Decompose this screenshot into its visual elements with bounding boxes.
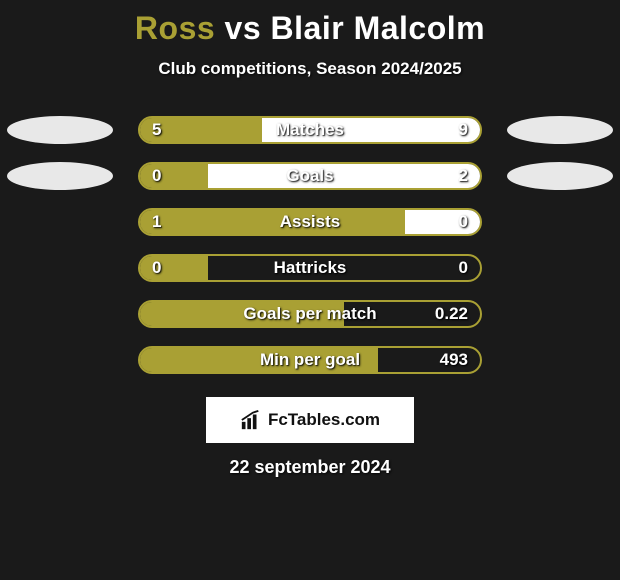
bar-left-fill xyxy=(140,164,208,188)
stat-row: Min per goal493 xyxy=(0,337,620,383)
player1-name: Ross xyxy=(135,10,215,46)
stat-row: Matches59 xyxy=(0,107,620,153)
stat-bar: Hattricks00 xyxy=(138,254,482,282)
player2-badge xyxy=(507,116,613,144)
brand-badge: FcTables.com xyxy=(206,397,414,443)
stats-chart: Matches59Goals02Assists10Hattricks00Goal… xyxy=(0,107,620,383)
stat-bar: Goals02 xyxy=(138,162,482,190)
chart-icon xyxy=(240,409,262,431)
stat-value-right: 0.22 xyxy=(435,304,468,324)
subtitle: Club competitions, Season 2024/2025 xyxy=(0,59,620,79)
stat-row: Goals per match0.22 xyxy=(0,291,620,337)
brand-text: FcTables.com xyxy=(268,410,380,430)
stat-value-right: 9 xyxy=(459,120,468,140)
comparison-title: Ross vs Blair Malcolm xyxy=(0,0,620,47)
stat-value-right: 493 xyxy=(440,350,468,370)
stat-value-right: 2 xyxy=(459,166,468,186)
player2-name: Blair Malcolm xyxy=(271,10,486,46)
stat-row: Hattricks00 xyxy=(0,245,620,291)
stat-value-left: 1 xyxy=(152,212,161,232)
date-text: 22 september 2024 xyxy=(0,457,620,478)
player1-badge xyxy=(7,116,113,144)
stat-row: Goals02 xyxy=(0,153,620,199)
stat-value-left: 5 xyxy=(152,120,161,140)
bar-right-fill xyxy=(262,118,480,142)
bar-left-fill xyxy=(140,210,405,234)
player1-badge xyxy=(7,162,113,190)
stat-bar: Min per goal493 xyxy=(138,346,482,374)
bar-right-fill xyxy=(208,164,480,188)
stat-value-left: 0 xyxy=(152,166,161,186)
stat-bar: Matches59 xyxy=(138,116,482,144)
player2-badge xyxy=(507,162,613,190)
stat-value-left: 0 xyxy=(152,258,161,278)
stat-row: Assists10 xyxy=(0,199,620,245)
bar-left-fill xyxy=(140,348,378,372)
stat-bar: Goals per match0.22 xyxy=(138,300,482,328)
bar-left-fill xyxy=(140,302,344,326)
stat-value-right: 0 xyxy=(459,212,468,232)
bar-left-fill xyxy=(140,256,208,280)
vs-text: vs xyxy=(225,10,262,46)
bar-right-fill xyxy=(405,210,480,234)
stat-bar: Assists10 xyxy=(138,208,482,236)
stat-value-right: 0 xyxy=(459,258,468,278)
